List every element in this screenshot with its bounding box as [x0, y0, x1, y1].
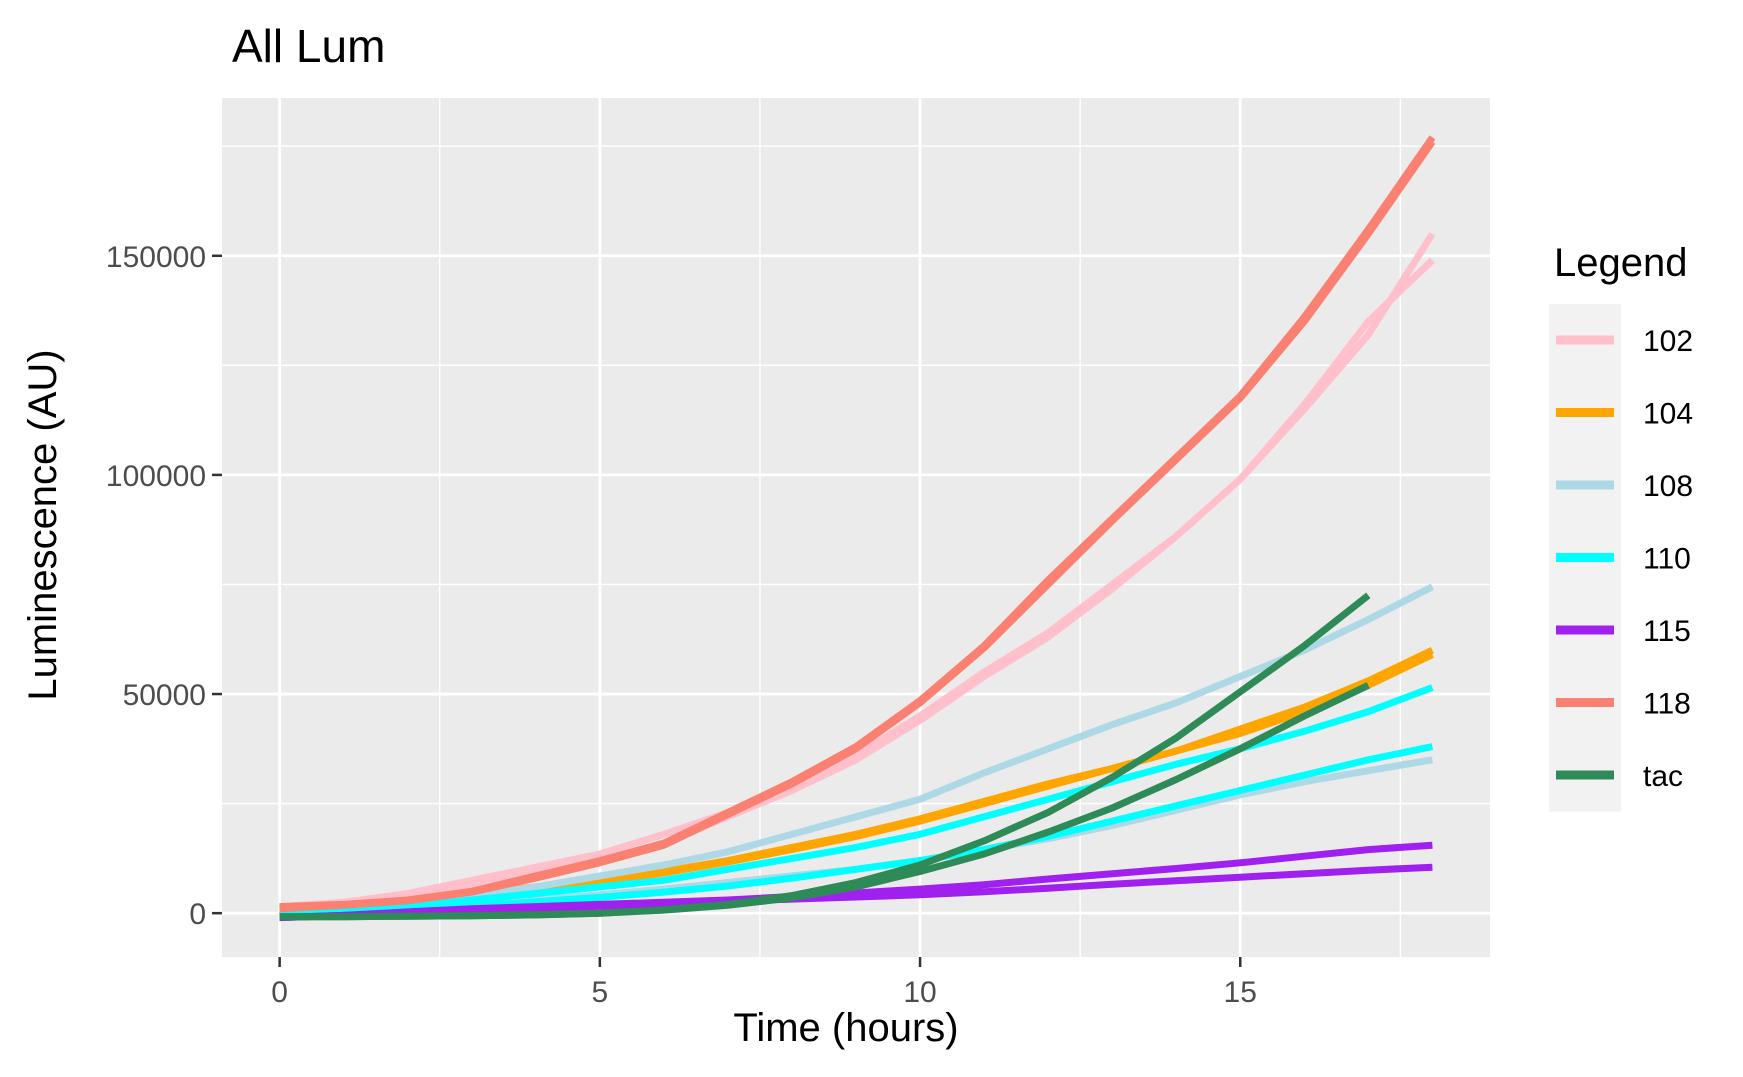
legend-label-102: 102: [1643, 325, 1693, 358]
legend-label-104: 104: [1643, 398, 1693, 431]
legend-title: Legend: [1554, 241, 1687, 285]
y-axis-title: Luminescence (AU): [21, 349, 65, 700]
y-tick-label: 0: [189, 898, 206, 931]
legend-label-110: 110: [1643, 543, 1691, 576]
series-lines: [279, 135, 1436, 922]
series-line-tac: [279, 682, 1370, 921]
legend-label-115: 115: [1643, 615, 1691, 648]
chart-title: All Lum: [232, 20, 385, 72]
x-tick-label: 10: [903, 976, 936, 1009]
legend: Legend 102 104 108 110 115 118 tac: [1549, 241, 1693, 812]
x-tick-label: 5: [591, 976, 608, 1009]
legend-label-tac: tac: [1643, 760, 1683, 793]
series-line-118: [279, 139, 1436, 913]
y-tick-label: 100000: [106, 460, 206, 493]
series-line-102: [279, 257, 1435, 913]
panel-background: [222, 98, 1490, 957]
series-line-115: [279, 863, 1433, 922]
grid-lines: [222, 98, 1490, 957]
legend-label-108: 108: [1643, 470, 1693, 503]
y-tick-label: 150000: [106, 241, 206, 274]
y-tick-label: 50000: [123, 679, 206, 712]
axes: 0 5 10 15 0 50000 100000 150000: [106, 241, 1257, 1009]
x-tick-label: 15: [1224, 976, 1257, 1009]
x-tick-label: 0: [271, 976, 288, 1009]
plot-panel: [222, 98, 1490, 957]
legend-label-118: 118: [1643, 688, 1691, 721]
x-axis-title: Time (hours): [733, 1006, 958, 1050]
